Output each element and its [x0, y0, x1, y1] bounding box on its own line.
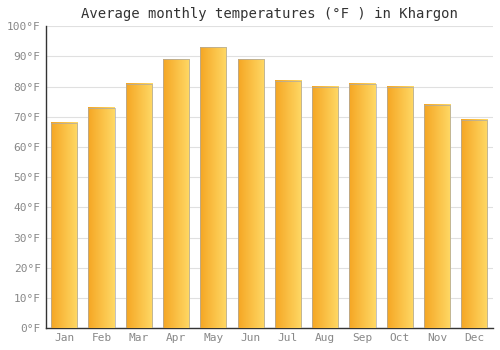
Bar: [275, 80, 301, 328]
Bar: [238, 60, 264, 328]
Bar: [200, 47, 226, 328]
Bar: [51, 123, 78, 328]
Bar: [88, 108, 115, 328]
Bar: [424, 105, 450, 328]
Bar: [462, 120, 487, 328]
Title: Average monthly temperatures (°F ) in Khargon: Average monthly temperatures (°F ) in Kh…: [81, 7, 458, 21]
Bar: [312, 87, 338, 328]
Bar: [163, 60, 189, 328]
Bar: [126, 84, 152, 328]
Bar: [387, 87, 413, 328]
Bar: [350, 84, 376, 328]
